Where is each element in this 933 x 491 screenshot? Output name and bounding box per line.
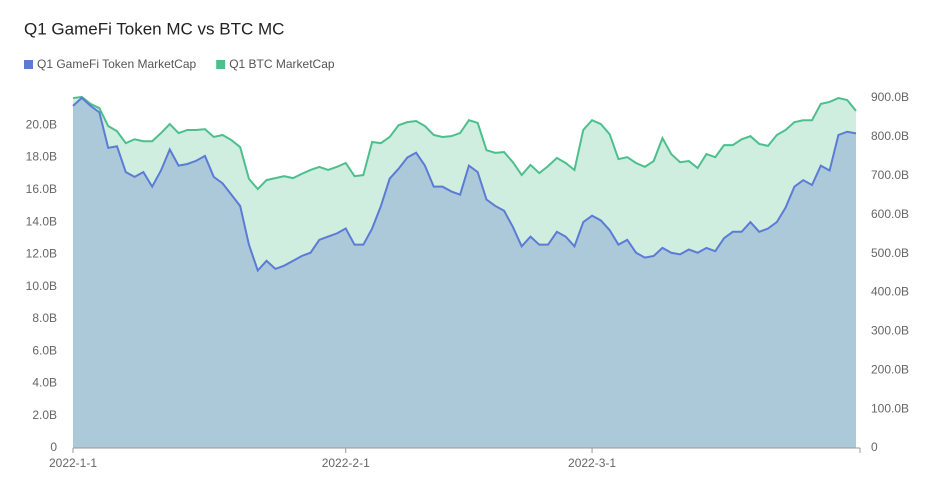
y-tick-label: 2.0B: [32, 408, 57, 422]
y2-tick-label: 0: [871, 440, 878, 454]
y-tick-label: 10.0B: [26, 279, 57, 293]
y2-tick-label: 800.0B: [871, 129, 909, 143]
y-tick-label: 14.0B: [26, 214, 57, 228]
legend-swatch: [24, 60, 33, 69]
y2-tick-label: 900.0B: [871, 90, 909, 104]
y-tick-label: 20.0B: [26, 117, 57, 131]
line: [72, 95, 857, 191]
y2-tick-label: 100.0B: [871, 401, 909, 415]
chart-title: Q1 GameFi Token MC vs BTC MC: [24, 19, 284, 38]
line: [72, 96, 857, 273]
y2-tick-label: 300.0B: [871, 324, 909, 338]
y-tick-label: 16.0B: [26, 182, 57, 196]
y2-tick-label: 600.0B: [871, 207, 909, 221]
y-tick-label: 12.0B: [26, 247, 57, 261]
y-tick-label: 4.0B: [32, 376, 57, 390]
y2-tick-label: 400.0B: [871, 285, 909, 299]
x-tick-label: 2022-1-1: [49, 456, 97, 470]
y-tick-label: 8.0B: [32, 311, 57, 325]
area: [73, 97, 856, 448]
y2-tick-label: 500.0B: [871, 246, 909, 260]
x-tick-label: 2022-2-1: [322, 456, 370, 470]
legend-label: Q1 BTC MarketCap: [229, 57, 335, 71]
y2-tick-label: 700.0B: [871, 168, 909, 182]
x-tick-label: 2022-3-1: [568, 456, 616, 470]
legend-swatch: [216, 60, 226, 69]
y-tick-label: 0: [50, 440, 57, 454]
y2-tick-label: 200.0B: [871, 362, 909, 376]
y-tick-label: 6.0B: [32, 343, 57, 357]
y-tick-label: 18.0B: [26, 150, 57, 164]
legend-label: Q1 GameFi Token MarketCap: [37, 57, 197, 71]
